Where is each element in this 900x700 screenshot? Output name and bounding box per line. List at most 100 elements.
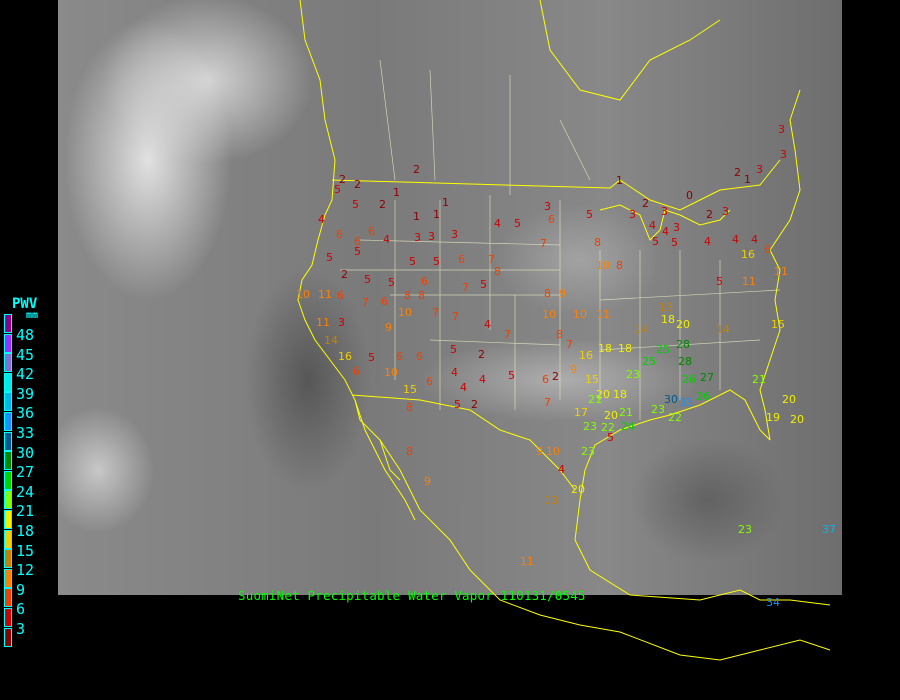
satellite-water-vapor-image bbox=[58, 0, 842, 595]
station-pwv-value: 5 bbox=[716, 275, 723, 288]
station-pwv-value: 6 bbox=[396, 350, 403, 363]
station-pwv-value: 2 bbox=[642, 197, 649, 210]
station-pwv-value: 8 bbox=[616, 259, 623, 272]
station-pwv-value: 7 bbox=[504, 328, 511, 341]
station-pwv-value: 2 bbox=[706, 208, 713, 221]
station-pwv-value: 3 bbox=[661, 205, 668, 218]
station-pwv-value: 3 bbox=[414, 231, 421, 244]
legend-label: 42 bbox=[16, 365, 35, 384]
station-pwv-value: 14 bbox=[324, 334, 338, 347]
legend-label: 45 bbox=[16, 345, 35, 364]
station-pwv-value: 5 bbox=[508, 369, 515, 382]
legend-label: 9 bbox=[16, 580, 26, 599]
baja-peninsula bbox=[354, 399, 416, 521]
state-province-lines bbox=[340, 59, 781, 420]
station-pwv-value: 10 bbox=[542, 308, 556, 321]
station-pwv-value: 11 bbox=[774, 265, 788, 278]
station-pwv-value: 10 bbox=[596, 259, 610, 272]
station-pwv-value: 5 bbox=[480, 278, 487, 291]
legend-swatch bbox=[4, 510, 12, 529]
station-pwv-value: 6 bbox=[368, 225, 375, 238]
legend-swatch bbox=[4, 529, 12, 549]
station-pwv-value: 5 bbox=[454, 398, 461, 411]
legend-unit: mm bbox=[26, 310, 39, 321]
station-pwv-value: 7 bbox=[488, 253, 495, 266]
station-pwv-value: 3 bbox=[629, 208, 636, 221]
station-pwv-value: 6 bbox=[542, 373, 549, 386]
legend-swatch bbox=[4, 372, 12, 392]
station-pwv-value: 14 bbox=[716, 323, 730, 336]
station-pwv-value: 18 bbox=[661, 313, 675, 326]
station-pwv-value: 26 bbox=[696, 390, 710, 403]
legend-swatch bbox=[4, 470, 12, 490]
legend-swatch bbox=[4, 353, 12, 373]
station-pwv-value: 4 bbox=[479, 373, 486, 386]
legend-swatch bbox=[4, 451, 12, 471]
us-canada-border bbox=[331, 159, 781, 211]
station-pwv-value: 7 bbox=[432, 306, 439, 319]
legend-label: 21 bbox=[16, 502, 35, 521]
station-pwv-value: 10 bbox=[384, 366, 398, 379]
station-pwv-value: 25 bbox=[656, 343, 670, 356]
station-pwv-value: 4 bbox=[383, 233, 390, 246]
atlantic-coastline bbox=[759, 89, 801, 441]
station-pwv-value: 11 bbox=[596, 308, 610, 321]
station-pwv-value: 1 bbox=[393, 186, 400, 199]
station-pwv-value: 18 bbox=[618, 342, 632, 355]
station-pwv-value: 2 bbox=[339, 173, 346, 186]
station-pwv-value: 6 bbox=[458, 253, 465, 266]
station-pwv-value: 5 bbox=[607, 431, 614, 444]
station-pwv-value: 27 bbox=[700, 371, 714, 384]
station-pwv-value: 3 bbox=[756, 163, 763, 176]
legend-swatch bbox=[4, 392, 12, 412]
station-pwv-value: 6 bbox=[426, 375, 433, 388]
legend-label: 18 bbox=[16, 522, 35, 540]
station-pwv-value: 13 bbox=[659, 301, 673, 314]
station-pwv-value: 22 bbox=[601, 421, 615, 434]
station-pwv-value: 5 bbox=[326, 251, 333, 264]
station-pwv-value: 23 bbox=[651, 403, 665, 416]
pacific-coastline bbox=[297, 0, 831, 661]
station-pwv-value: 1 bbox=[744, 173, 751, 186]
station-pwv-value: 30 bbox=[664, 393, 678, 406]
station-pwv-value: 2 bbox=[354, 178, 361, 191]
station-pwv-value: 1 bbox=[616, 174, 623, 187]
station-pwv-value: 2 bbox=[471, 398, 478, 411]
station-pwv-value: 7 bbox=[462, 281, 469, 294]
station-pwv-value: 7 bbox=[544, 396, 551, 409]
station-pwv-value: 4 bbox=[318, 213, 325, 226]
station-pwv-value: 21 bbox=[619, 406, 633, 419]
station-pwv-value: 16 bbox=[338, 350, 352, 363]
gulf-coastline bbox=[574, 389, 831, 606]
station-pwv-value: 18 bbox=[598, 342, 612, 355]
station-pwv-value: 9 bbox=[424, 475, 431, 488]
station-pwv-value: 4 bbox=[662, 225, 669, 238]
legend-label: 6 bbox=[16, 600, 26, 619]
legend-swatch bbox=[4, 431, 12, 451]
station-pwv-value: 9 bbox=[385, 321, 392, 334]
station-pwv-value: 17 bbox=[574, 406, 588, 419]
station-pwv-value: 3 bbox=[780, 148, 787, 161]
station-pwv-value: 3 bbox=[428, 230, 435, 243]
legend-swatch bbox=[4, 568, 12, 588]
station-pwv-value: 5 bbox=[352, 198, 359, 211]
station-pwv-value: 4 bbox=[704, 235, 711, 248]
station-pwv-value: 8 bbox=[406, 445, 413, 458]
station-pwv-value: 8 bbox=[544, 287, 551, 300]
station-pwv-value: 3 bbox=[544, 200, 551, 213]
station-pwv-value: 2 bbox=[379, 198, 386, 211]
station-pwv-value: 25 bbox=[642, 355, 656, 368]
station-pwv-value: 4 bbox=[558, 463, 565, 476]
station-pwv-value: 5 bbox=[450, 343, 457, 356]
station-pwv-value: 5 bbox=[368, 351, 375, 364]
station-pwv-value: 23 bbox=[626, 368, 640, 381]
station-pwv-value: 10 bbox=[296, 288, 310, 301]
legend-title: PWV bbox=[12, 296, 38, 312]
station-pwv-value: 18 bbox=[613, 388, 627, 401]
station-pwv-value: 14 bbox=[634, 323, 648, 336]
station-pwv-value: 8 bbox=[418, 289, 425, 302]
station-pwv-value: 4 bbox=[494, 217, 501, 230]
station-pwv-value: 3 bbox=[722, 205, 729, 218]
station-pwv-value: 4 bbox=[484, 318, 491, 331]
